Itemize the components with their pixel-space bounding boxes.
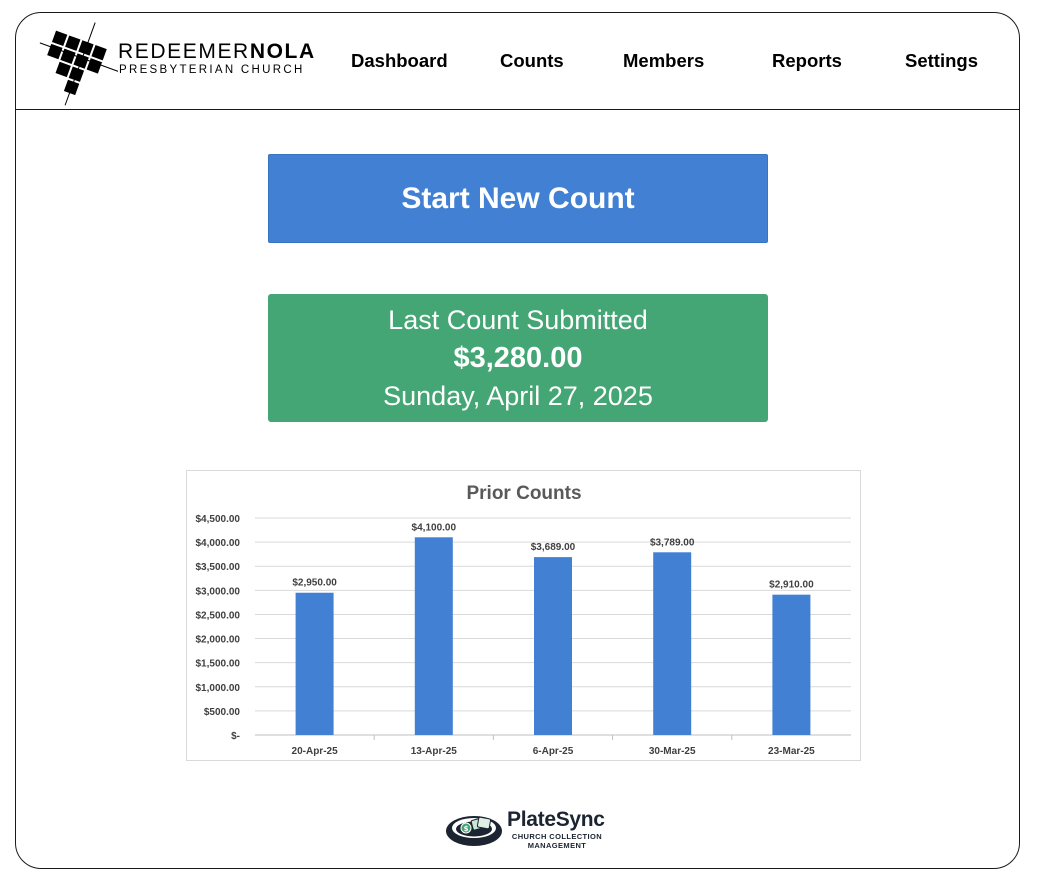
app-frame: REDEEMERNOLA PRESBYTERIAN CHURCH Dashboa… (15, 12, 1020, 869)
chart-data-label: $2,910.00 (769, 580, 814, 591)
chart-y-tick-label: $2,000.00 (196, 635, 241, 646)
chart-y-tick-label: $3,000.00 (196, 586, 241, 597)
nav-counts[interactable]: Counts (500, 50, 564, 71)
last-count-title: Last Count Submitted (388, 305, 648, 335)
brand-name: PlateSync (507, 808, 605, 831)
chart-bar (653, 552, 692, 735)
church-logo-mark-icon (39, 22, 118, 106)
brand-tagline-line1: CHURCH COLLECTION (511, 832, 603, 841)
top-header: REDEEMERNOLA PRESBYTERIAN CHURCH Dashboa… (16, 13, 1019, 110)
chart-data-label: $3,789.00 (650, 537, 695, 548)
last-count-date: Sunday, April 27, 2025 (383, 381, 653, 411)
chart-bar (772, 594, 811, 735)
chart-x-tick-label: 20-Apr-25 (292, 746, 339, 757)
chart-x-tick-label: 6-Apr-25 (533, 746, 574, 757)
prior-counts-chart: Prior Counts $- $500.00 $1,000.00 $1,500.00 $… (186, 470, 861, 761)
chart-x-tick-label: 30-Mar-25 (649, 746, 696, 757)
nav-reports[interactable]: Reports (772, 50, 842, 71)
chart-bar (295, 592, 334, 735)
church-name-part2: NOLA (249, 40, 316, 63)
prior-counts-chart-svg: Prior Counts $- $500.00 $1,000.00 $1,500.00 $… (196, 483, 851, 757)
chart-y-tick-label: $2,500.00 (196, 610, 241, 621)
church-name-part1: REDEEMER (118, 40, 250, 63)
chart-bar (534, 557, 572, 735)
brand-tagline-line2: MANAGEMENT (527, 841, 587, 850)
collection-plate-icon: $ (446, 816, 502, 846)
svg-text:$: $ (464, 825, 469, 833)
chart-y-tick-label: $4,000.00 (196, 538, 241, 549)
start-new-count-button[interactable]: Start New Count (268, 154, 768, 243)
chart-y-tick-label: $1,000.00 (196, 683, 241, 694)
platesync-logo: $ PlateSync CHURCH COLLECTION MANAGEMENT (444, 808, 624, 852)
brand-tagline: CHURCH COLLECTION MANAGEMENT (507, 832, 607, 850)
church-logo[interactable]: REDEEMERNOLA PRESBYTERIAN CHURCH (38, 17, 314, 107)
last-count-card[interactable]: Last Count Submitted $3,280.00 Sunday, A… (268, 294, 768, 422)
chart-x-tick-label: 13-Apr-25 (411, 746, 458, 757)
chart-y-tick-label: $- (231, 731, 240, 742)
chart-y-tick-label: $500.00 (204, 707, 241, 718)
nav-dashboard[interactable]: Dashboard (351, 50, 448, 71)
chart-title: Prior Counts (466, 483, 581, 504)
nav-members[interactable]: Members (623, 50, 705, 71)
chart-y-tick-label: $3,500.00 (196, 562, 241, 573)
chart-y-tick-label: $1,500.00 (196, 659, 241, 670)
church-name: REDEEMERNOLA (118, 41, 316, 62)
chart-data-label: $2,950.00 (292, 578, 337, 589)
nav-settings[interactable]: Settings (905, 50, 978, 71)
church-subtitle: PRESBYTERIAN CHURCH (119, 64, 305, 76)
chart-data-label: $4,100.00 (412, 522, 457, 533)
last-count-amount: $3,280.00 (453, 342, 583, 374)
chart-bar (414, 537, 453, 735)
chart-y-tick-label: $4,500.00 (196, 514, 241, 525)
chart-data-label: $3,689.00 (531, 542, 576, 553)
chart-x-tick-label: 23-Mar-25 (768, 746, 815, 757)
